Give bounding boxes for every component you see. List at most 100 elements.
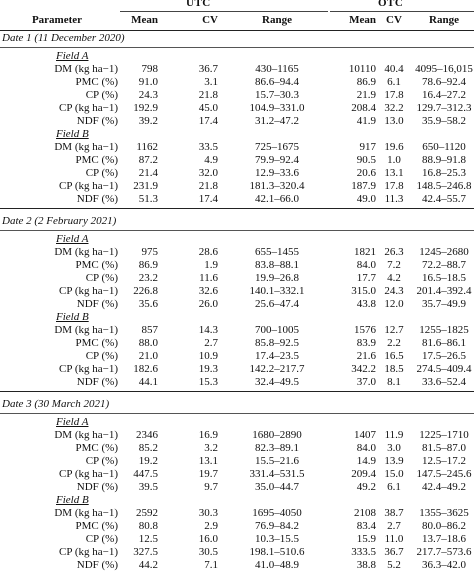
cell-utc-range: 181.3–320.4 <box>249 180 305 192</box>
cell-utc-cv: 15.3 <box>198 376 218 388</box>
cell-otc-mean: 37.0 <box>356 376 376 388</box>
cell-otc-mean: 86.9 <box>356 76 376 88</box>
cell-parameter: NDF (%) <box>76 193 118 205</box>
cell-utc-range: 79.9–92.4 <box>255 154 299 166</box>
cell-utc-mean: 798 <box>141 63 159 75</box>
cell-utc-cv: 1.9 <box>204 259 218 271</box>
cell-utc-cv: 3.1 <box>204 76 218 88</box>
cell-utc-range: 142.2–217.7 <box>249 363 305 375</box>
cell-otc-cv: 13.0 <box>384 115 404 127</box>
cell-utc-cv: 36.7 <box>198 63 218 75</box>
cell-parameter: CP (%) <box>85 533 118 545</box>
cell-otc-cv: 13.9 <box>384 455 404 467</box>
table-row: DM (kg ha−1) 857 14.3 700–1005 1576 12.7 1255–… <box>0 324 474 337</box>
cell-otc-cv: 6.1 <box>387 76 401 88</box>
cell-utc-mean: 21.0 <box>138 350 158 362</box>
cell-utc-cv: 2.7 <box>204 337 218 349</box>
table-row: NDF (%) 44.1 15.3 32.4–49.5 37.0 8.1 33.6–52.4 <box>0 376 474 389</box>
table-row: NDF (%) 39.5 9.7 35.0–44.7 49.2 6.1 42.4–49.2 <box>0 481 474 494</box>
cell-otc-mean: 84.0 <box>356 442 376 454</box>
section-title: Date 2 (2 February 2021) <box>2 215 117 227</box>
cell-utc-range: 104.9–331.0 <box>249 102 305 114</box>
cell-utc-cv: 30.5 <box>198 546 218 558</box>
cell-otc-mean: 17.7 <box>356 272 376 284</box>
cell-utc-range: 331.4–531.5 <box>249 468 305 480</box>
header-rule <box>0 30 474 31</box>
cell-utc-range: 19.9–26.8 <box>255 272 299 284</box>
cell-otc-mean: 21.9 <box>356 89 376 101</box>
cell-parameter: CP (%) <box>85 167 118 179</box>
cell-otc-range: 35.9–58.2 <box>422 115 466 127</box>
cell-otc-range: 35.7–49.9 <box>422 298 466 310</box>
cell-otc-range: 147.5–245.6 <box>416 468 472 480</box>
cell-utc-mean: 21.4 <box>138 167 158 179</box>
cell-otc-cv: 11.9 <box>384 429 404 441</box>
cell-otc-cv: 2.7 <box>387 520 401 532</box>
table-row: DM (kg ha−1) 975 28.6 655–1455 1821 26.3 1245–… <box>0 246 474 259</box>
cell-otc-range: 1245–2680 <box>419 246 469 258</box>
cell-parameter: CP (kg ha−1) <box>59 180 118 192</box>
cell-otc-range: 201.4–392.4 <box>416 285 472 297</box>
cell-utc-range: 83.8–88.1 <box>255 259 299 271</box>
cell-utc-mean: 88.0 <box>138 337 158 349</box>
cell-otc-cv: 32.2 <box>384 102 404 114</box>
cell-parameter: PMC (%) <box>75 520 118 532</box>
cell-otc-cv: 40.4 <box>384 63 404 75</box>
table-row: CP (kg ha−1) 447.5 19.7 331.4–531.5 209.4 15.… <box>0 468 474 481</box>
cell-utc-mean: 44.1 <box>138 376 158 388</box>
table-row: PMC (%) 88.0 2.7 85.8–92.5 83.9 2.2 81.6–86.1 <box>0 337 474 350</box>
cell-utc-range: 42.1–66.0 <box>255 193 299 205</box>
cell-otc-range: 4095–16,015 <box>415 63 473 75</box>
section-rule <box>0 413 474 414</box>
cell-otc-mean: 2108 <box>354 507 376 519</box>
field-label: Field A <box>56 416 89 428</box>
col-parameter: Parameter <box>31 14 83 26</box>
cell-otc-cv: 13.1 <box>384 167 404 179</box>
cell-parameter: CP (kg ha−1) <box>59 546 118 558</box>
cell-otc-cv: 3.0 <box>387 442 401 454</box>
field-label-row: Field A <box>0 50 474 63</box>
cell-utc-range: 10.3–15.5 <box>255 533 299 545</box>
cell-utc-range: 140.1–332.1 <box>249 285 305 297</box>
cell-utc-cv: 9.7 <box>204 481 218 493</box>
cell-otc-cv: 38.7 <box>384 507 404 519</box>
table-row: CP (%) 23.2 11.6 19.9–26.8 17.7 4.2 16.5–18.5 <box>0 272 474 285</box>
cell-otc-mean: 49.0 <box>356 193 376 205</box>
cell-utc-cv: 16.0 <box>198 533 218 545</box>
field-label: Field A <box>56 233 89 245</box>
cell-otc-range: 78.6–92.4 <box>422 76 466 88</box>
cell-utc-cv: 17.4 <box>198 193 218 205</box>
table-row: NDF (%) 44.2 7.1 41.0–48.9 38.8 5.2 36.3–42.0 <box>0 559 474 572</box>
cell-utc-range: 32.4–49.5 <box>255 376 299 388</box>
cell-utc-range: 85.8–92.5 <box>255 337 299 349</box>
cell-parameter: CP (%) <box>85 89 118 101</box>
cell-utc-mean: 44.2 <box>138 559 158 571</box>
table-row: CP (%) 21.0 10.9 17.4–23.5 21.6 16.5 17.5–26.5 <box>0 350 474 363</box>
cell-otc-cv: 2.2 <box>387 337 401 349</box>
cell-otc-range: 17.5–26.5 <box>422 350 466 362</box>
cell-utc-mean: 85.2 <box>138 442 158 454</box>
cell-utc-cv: 4.9 <box>204 154 218 166</box>
cell-otc-range: 36.3–42.0 <box>422 559 466 571</box>
section-title-row: Date 3 (30 March 2021) <box>0 398 474 411</box>
field-label-row: Field A <box>0 233 474 246</box>
cell-utc-mean: 24.3 <box>138 89 158 101</box>
field-label: Field B <box>56 494 89 506</box>
cell-otc-range: 274.5–409.4 <box>416 363 472 375</box>
cell-otc-cv: 12.0 <box>384 298 404 310</box>
cell-otc-range: 72.2–88.7 <box>422 259 466 271</box>
cell-otc-range: 650–1120 <box>422 141 466 153</box>
cell-utc-cv: 21.8 <box>198 89 218 101</box>
cell-utc-cv: 13.1 <box>198 455 218 467</box>
cell-utc-mean: 80.8 <box>138 520 158 532</box>
section-end-rule <box>0 208 474 209</box>
table-row: PMC (%) 86.9 1.9 83.8–88.1 84.0 7.2 72.2–88.7 <box>0 259 474 272</box>
col-otc-mean: Mean <box>349 14 376 26</box>
cell-otc-cv: 6.1 <box>387 481 401 493</box>
col-otc-range: Range <box>429 14 459 26</box>
cell-otc-cv: 4.2 <box>387 272 401 284</box>
cell-otc-mean: 917 <box>359 141 377 153</box>
cell-otc-cv: 17.8 <box>384 180 404 192</box>
section-end-rule <box>0 391 474 392</box>
cell-utc-mean: 226.8 <box>133 285 158 297</box>
